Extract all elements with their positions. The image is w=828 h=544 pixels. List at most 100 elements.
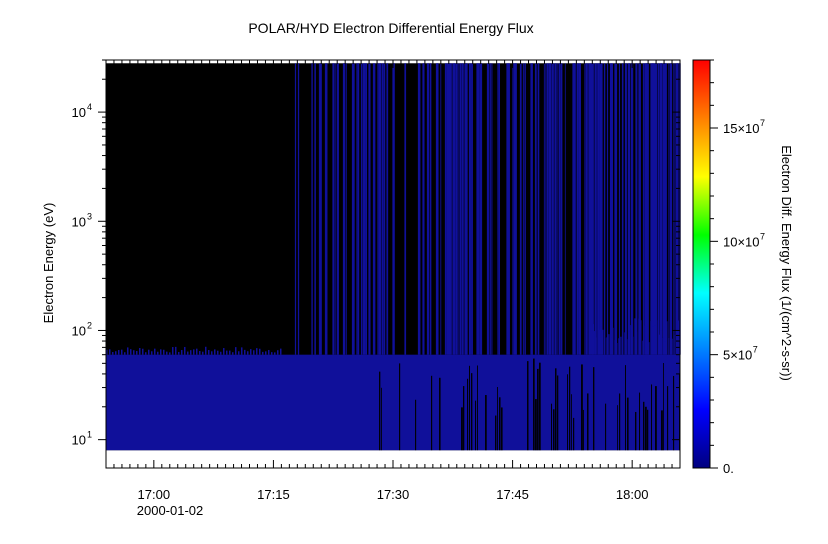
flux-spike xyxy=(196,348,198,355)
flux-streak xyxy=(575,63,577,355)
flux-streak xyxy=(662,63,665,355)
flux-streak xyxy=(320,63,322,355)
flux-streak xyxy=(531,63,533,355)
x-tick-label: 17:00 xyxy=(138,487,171,502)
flux-streak xyxy=(591,63,594,355)
data-gap xyxy=(461,407,463,451)
flux-streak xyxy=(675,63,679,355)
flux-spike xyxy=(235,347,237,355)
flux-spike xyxy=(118,350,120,355)
flux-streak xyxy=(380,63,382,355)
data-gap xyxy=(651,384,653,451)
flux-spike xyxy=(277,350,279,355)
flux-spike xyxy=(620,336,622,355)
colorbar-label: Electron Diff. Energy Flux (1/(cm^2-s-sr… xyxy=(779,145,794,381)
data-gap xyxy=(643,401,645,451)
flux-streak xyxy=(557,63,559,355)
flux-spike xyxy=(202,351,204,355)
flux-spike xyxy=(634,318,636,355)
flux-streak xyxy=(462,63,464,355)
flux-spike xyxy=(656,320,658,355)
flux-streak xyxy=(519,63,522,355)
flux-streak xyxy=(437,63,439,355)
flux-spike xyxy=(612,327,614,355)
flux-spike xyxy=(199,351,201,355)
flux-spike xyxy=(608,334,610,355)
data-gap xyxy=(571,394,572,451)
data-gap xyxy=(661,410,663,451)
flux-streak xyxy=(587,63,589,355)
flux-spike xyxy=(160,349,162,355)
y-tick-label: 10 xyxy=(72,323,86,338)
flux-streak xyxy=(378,63,382,355)
flux-spike xyxy=(217,350,219,355)
flux-spike xyxy=(630,325,632,355)
flux-streak xyxy=(344,63,346,355)
flux-streak xyxy=(477,63,480,355)
flux-streak xyxy=(650,63,653,355)
data-gap xyxy=(477,365,478,451)
y-tick-label: 10 xyxy=(72,105,86,120)
flux-streak xyxy=(597,63,600,355)
flux-streak xyxy=(360,63,362,355)
x-tick-label: 17:30 xyxy=(377,487,410,502)
flux-spike xyxy=(638,318,640,355)
flux-streak xyxy=(657,63,660,355)
y-tick-exponent: 2 xyxy=(87,320,92,330)
data-gap xyxy=(471,373,473,451)
flux-streak xyxy=(560,63,563,355)
data-gap xyxy=(663,363,664,451)
data-gap xyxy=(581,364,583,451)
flux-streak xyxy=(555,63,557,355)
data-gap xyxy=(551,403,553,451)
data-gap xyxy=(537,368,539,451)
flux-spike xyxy=(211,351,213,355)
data-gap xyxy=(587,393,589,451)
data-gap xyxy=(475,400,477,451)
flux-streak xyxy=(579,63,581,355)
flux-streak xyxy=(647,63,649,355)
flux-spike xyxy=(644,325,646,355)
data-gap xyxy=(627,397,629,451)
flux-streak xyxy=(342,63,346,355)
data-gap xyxy=(539,362,541,451)
flux-streak xyxy=(546,63,549,355)
flux-spike xyxy=(650,321,652,355)
flux-streak xyxy=(440,63,442,355)
flux-spike xyxy=(175,346,177,355)
flux-streak xyxy=(480,63,483,355)
flux-spike xyxy=(610,337,612,355)
flux-spike xyxy=(250,349,252,355)
flux-streak xyxy=(624,63,627,355)
flux-spike xyxy=(604,337,606,355)
flux-spike xyxy=(598,329,600,355)
flux-spike xyxy=(658,334,660,355)
data-gap xyxy=(667,386,669,451)
flux-streak xyxy=(644,63,647,355)
data-gap xyxy=(379,371,381,451)
data-gap xyxy=(673,375,675,451)
flux-streak xyxy=(461,63,464,355)
flux-streak xyxy=(417,63,421,355)
flux-streak xyxy=(465,63,468,355)
data-gap xyxy=(647,409,649,451)
flux-streak xyxy=(513,63,516,355)
flux-spike xyxy=(139,348,141,355)
flux-spike xyxy=(181,350,183,355)
flux-streak xyxy=(530,63,533,355)
flux-streak xyxy=(455,63,458,355)
flux-streak xyxy=(497,63,499,355)
flux-spike xyxy=(253,350,255,355)
flux-streak xyxy=(314,63,316,355)
data-gap xyxy=(555,368,557,451)
data-gap xyxy=(469,365,471,451)
flux-streak xyxy=(404,63,407,355)
flux-streak xyxy=(426,63,430,355)
flux-streak xyxy=(584,63,586,355)
x-tick-label: 17:45 xyxy=(496,487,529,502)
flux-streak xyxy=(324,63,328,355)
x-tick-label: 18:00 xyxy=(616,487,649,502)
flux-streak xyxy=(564,63,566,355)
flux-spike xyxy=(636,331,638,355)
